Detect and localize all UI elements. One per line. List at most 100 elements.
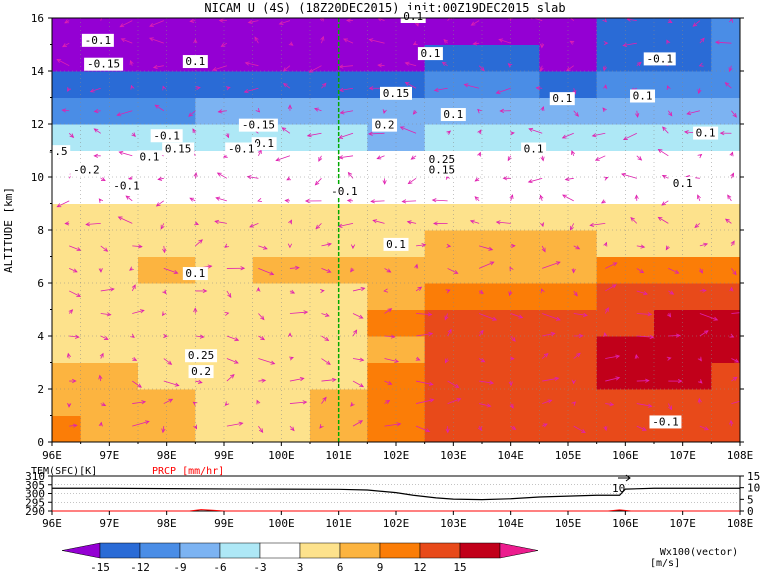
contour-label: 0.1 <box>185 55 205 68</box>
wind-vector-head <box>254 36 259 42</box>
colorbar-tick-label: 6 <box>337 561 344 574</box>
y-axis: 0 2 4 6 8 10 12 14 16 <box>31 12 744 449</box>
contour-label-bg <box>521 142 547 156</box>
colorbar-swatch <box>99 542 141 559</box>
wind-vector-head <box>657 148 663 154</box>
wind-vector-head <box>103 247 109 252</box>
heat-cell <box>52 97 82 125</box>
wind-vector-head <box>202 288 208 294</box>
y-tick-label: 8 <box>37 224 44 237</box>
wind-vector-head <box>446 130 452 135</box>
contour-label: -0.1 <box>113 180 140 193</box>
wind-vector-head <box>230 374 235 379</box>
wind-vector-head <box>732 376 738 382</box>
wind-vector-head <box>571 150 576 155</box>
wind-vector <box>155 104 165 112</box>
wind-vector <box>662 126 669 134</box>
wind-vector-head <box>702 288 707 293</box>
colorbar-swatch <box>219 542 261 559</box>
wind-vector <box>338 132 354 139</box>
arrow-icon <box>618 474 631 482</box>
wind-vector-head <box>109 287 115 292</box>
wind-vector-head <box>704 426 709 431</box>
contour-label-bg <box>417 47 443 61</box>
wind-vector <box>699 243 708 247</box>
wind-vector-head <box>727 194 732 200</box>
wind-vector-head <box>258 428 264 433</box>
wind-vector <box>100 353 104 359</box>
wind-vector-head <box>428 331 434 337</box>
wind-vector-head <box>288 219 292 225</box>
wind-vector <box>117 110 133 116</box>
wind-vector-head <box>479 289 484 294</box>
wind-vector-head <box>441 61 447 66</box>
heat-cell <box>367 415 426 442</box>
wind-vector <box>321 268 331 273</box>
wind-vector <box>348 172 354 179</box>
wind-vector <box>321 18 324 21</box>
wind-vector <box>668 268 679 274</box>
colorbar-swatch <box>419 542 461 559</box>
wind-vector-head <box>541 247 546 253</box>
sub-x-tick-label: 103E <box>440 517 467 530</box>
wind-vector <box>315 223 322 229</box>
wind-vector-head <box>247 19 253 24</box>
wind-vector-head <box>594 156 600 161</box>
heat-cell <box>711 336 740 363</box>
wind-vector <box>498 39 511 44</box>
wind-vector <box>258 358 275 365</box>
wind-vector <box>125 195 133 202</box>
wind-vector-head <box>152 64 158 69</box>
heat-cell <box>138 283 196 310</box>
wind-vector-head <box>431 198 437 203</box>
wind-vector-head <box>168 398 174 403</box>
wind-vector-head <box>93 128 99 133</box>
wind-vector-head <box>74 334 80 339</box>
wind-vector-head <box>315 224 321 230</box>
wind-vector-head <box>667 19 673 24</box>
colorbar-end-right <box>499 542 539 559</box>
heat-cell <box>711 203 740 231</box>
y-tick-label: 2 <box>37 383 44 396</box>
wind-vector <box>407 221 417 224</box>
wind-vector-head <box>477 151 482 157</box>
wind-vector-head <box>256 399 261 405</box>
contour-label-bg <box>182 267 208 281</box>
wind-vector <box>528 177 543 183</box>
wind-vector-head <box>288 41 294 46</box>
heat-cell <box>711 362 740 390</box>
wind-vector <box>195 239 203 247</box>
wind-vector-head <box>85 222 90 227</box>
y-tick-label: 12 <box>31 118 44 131</box>
colorbar-swatch <box>139 542 181 559</box>
wind-vector <box>321 335 329 341</box>
wind-vector <box>402 200 417 202</box>
contour-label: 0.1 <box>524 143 544 156</box>
wind-vector-head <box>320 288 325 294</box>
wind-vector <box>636 403 652 407</box>
wind-vector-head <box>697 356 702 362</box>
wind-vector-head <box>320 35 325 41</box>
wind-vector-head <box>417 286 423 291</box>
colorbar-tick-label: -6 <box>213 561 226 574</box>
sub-x-tick-label: 102E <box>383 517 410 530</box>
wind-vector-head <box>674 269 680 274</box>
x-tick-label: 97E <box>99 449 119 462</box>
wind-vector-head <box>575 245 581 250</box>
wind-vector <box>94 110 101 112</box>
wind-vector-head <box>238 421 244 426</box>
wind-vector-head <box>697 153 703 159</box>
heat-cell <box>711 150 740 178</box>
wind-vector <box>415 425 430 432</box>
wind-vector <box>86 222 101 225</box>
wind-vector-head <box>480 358 486 363</box>
contour-label: 0.15 <box>429 164 456 177</box>
colorbar-tick-label: -9 <box>173 561 186 574</box>
wind-vector <box>595 155 606 161</box>
heat-cell <box>596 177 655 204</box>
wind-vector-head <box>218 18 224 23</box>
wind-vector-head <box>382 109 387 114</box>
wind-vector-head <box>415 356 421 361</box>
wind-vector-head <box>444 358 449 364</box>
wind-vector-head <box>635 113 640 118</box>
